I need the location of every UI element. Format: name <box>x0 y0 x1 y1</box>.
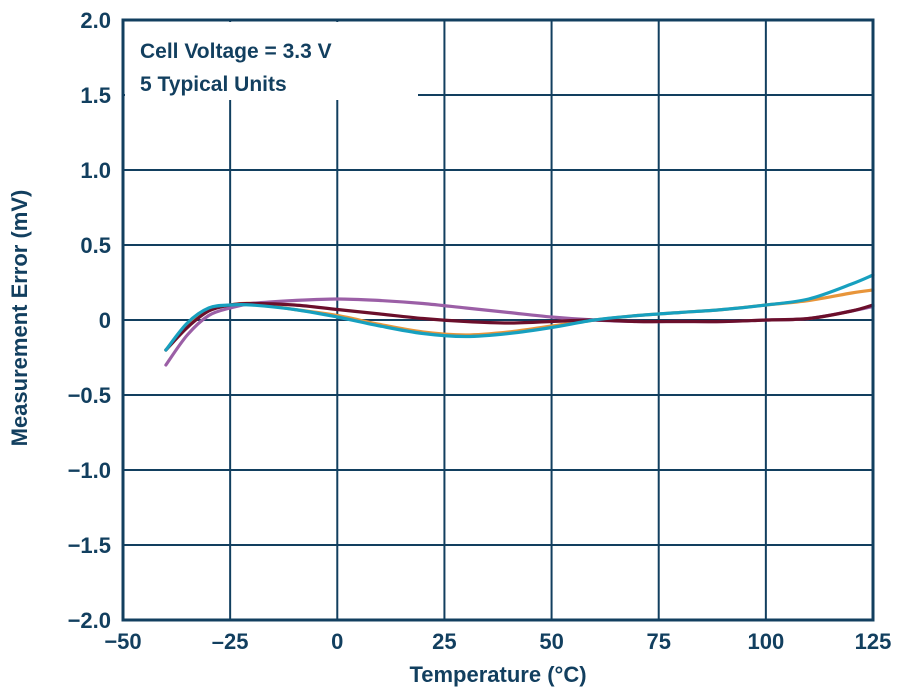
y-tick-label: 1.0 <box>80 158 111 183</box>
y-tick-labels: 2.0 1.5 1.0 0.5 0 −0.5 −1.0 −1.5 −2.0 <box>68 8 111 633</box>
x-tick-label: 75 <box>646 629 670 654</box>
y-tick-label: 0.5 <box>80 233 111 258</box>
y-axis-label: Measurement Error (mV) <box>7 190 32 447</box>
y-tick-label: −0.5 <box>68 383 111 408</box>
x-tick-label: 100 <box>747 629 784 654</box>
plot-frame <box>121 18 875 622</box>
y-tick-label: 1.5 <box>80 83 111 108</box>
series-lines <box>164 273 875 367</box>
y-tick-label: −2.0 <box>68 608 111 633</box>
y-tick-label: −1.5 <box>68 533 111 558</box>
x-tick-label: 50 <box>539 629 563 654</box>
series-line-3 <box>164 301 875 352</box>
annotation-box <box>125 22 418 100</box>
annotation-typical-units: 5 Typical Units <box>140 73 287 96</box>
x-tick-label: 0 <box>331 629 343 654</box>
y-tick-label: −1.0 <box>68 458 111 483</box>
x-axis-label: Temperature (°C) <box>409 662 586 687</box>
x-tick-label: 125 <box>855 629 892 654</box>
x-tick-labels: −50 –25 0 25 50 75 100 125 <box>104 629 891 654</box>
x-tick-label: 25 <box>432 629 456 654</box>
series-line-4 <box>164 273 875 352</box>
y-tick-label: 0 <box>99 308 111 333</box>
annotation-cell-voltage: Cell Voltage = 3.3 V <box>140 40 332 63</box>
x-tick-label: −50 <box>104 629 141 654</box>
y-tick-label: 2.0 <box>80 8 111 33</box>
x-tick-label: –25 <box>212 629 249 654</box>
